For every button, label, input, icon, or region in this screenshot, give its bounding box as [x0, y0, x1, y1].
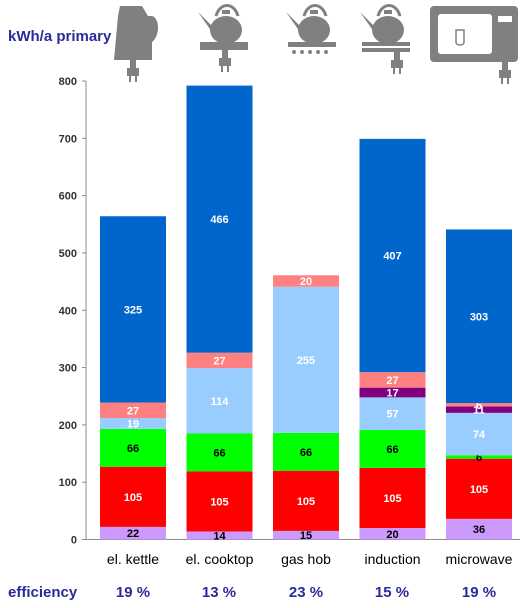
bar-segment	[446, 403, 512, 407]
bar-data-label: 66	[213, 447, 225, 459]
bar-segment	[273, 275, 339, 287]
y-axis-unit-label: kWh/a primary	[8, 28, 112, 45]
bar-data-label: 36	[473, 524, 485, 536]
bar-segment	[100, 216, 166, 403]
microwave-icon	[430, 6, 518, 84]
bar-segment	[100, 428, 166, 467]
bar-data-label: 105	[297, 496, 315, 508]
bar-segment	[359, 528, 426, 540]
y-tick-label: 300	[59, 363, 77, 375]
bar-data-label: 255	[297, 355, 315, 367]
bar-segment	[446, 406, 512, 413]
efficiency-el-kettle: 19 %	[115, 584, 151, 601]
bar-data-label: 17	[386, 387, 398, 399]
x-category-label: gas hob	[281, 551, 331, 567]
bar-segment	[359, 397, 426, 431]
bar-data-label: 105	[470, 484, 488, 496]
bar-segment	[100, 417, 166, 429]
bar-data-label: 114	[211, 396, 230, 408]
y-tick-label: 200	[59, 420, 77, 432]
bar-segment	[446, 412, 512, 456]
y-tick-label: 700	[59, 133, 77, 145]
bar-segment	[186, 85, 253, 353]
bar-segment	[100, 402, 166, 418]
bar-data-label: 66	[300, 447, 312, 459]
bar-segment	[100, 526, 166, 540]
efficiency-microwave: 19 %	[461, 584, 497, 601]
bar-data-label: 74	[473, 429, 486, 441]
bar-data-label: 6	[476, 400, 482, 412]
bar-data-label: 15	[300, 530, 312, 542]
bar-data-label: 20	[386, 529, 398, 541]
efficiency-el-cooktop: 13 %	[201, 584, 237, 601]
bar-segment	[359, 372, 426, 388]
cooktop-kettle-icon	[198, 4, 248, 72]
bar-segment	[359, 138, 426, 373]
bar-data-label: 27	[386, 375, 398, 387]
bar-segment	[186, 368, 253, 434]
bar-segment	[273, 432, 339, 471]
y-tick-label: 100	[59, 477, 77, 489]
kettle-icon	[114, 6, 158, 82]
bar-segment	[273, 470, 339, 531]
bar-segment	[446, 229, 512, 404]
bar-data-label: 11	[473, 405, 485, 417]
bar-data-label: 57	[386, 409, 398, 421]
induction-kettle-icon	[360, 4, 410, 74]
bar-data-label: 105	[124, 492, 142, 504]
bar-data-label: 6	[476, 452, 482, 464]
x-category-label: induction	[364, 551, 420, 567]
bar-segment	[446, 518, 512, 540]
y-tick-label: 800	[59, 76, 77, 88]
bar-data-label: 325	[124, 304, 142, 316]
y-tick-label: 0	[71, 535, 77, 547]
bar-data-label: 66	[386, 444, 398, 456]
bar-segment	[359, 430, 426, 468]
bar-segment	[273, 286, 339, 433]
bar-segment	[186, 352, 253, 369]
bar-segment	[359, 467, 426, 529]
y-tick-label: 600	[59, 191, 77, 203]
bar-segment	[186, 433, 253, 472]
bar-segment	[100, 466, 166, 527]
bar-data-label: 303	[470, 311, 488, 323]
bar-segment	[446, 458, 512, 519]
bar-segment	[446, 455, 512, 459]
bar-data-label: 20	[300, 276, 312, 288]
y-tick-label: 500	[59, 248, 77, 260]
bar-data-label: 105	[210, 496, 228, 508]
bar-data-label: 407	[383, 251, 401, 263]
y-tick-label: 400	[59, 305, 77, 317]
efficiency-induction: 15 %	[374, 584, 410, 601]
bar-data-label: 27	[127, 405, 139, 417]
x-category-label: microwave	[446, 551, 513, 567]
bar-data-label: 19	[127, 418, 139, 430]
bar-segment	[273, 530, 339, 540]
efficiency-gas-hob: 23 %	[288, 584, 324, 601]
bar-data-label: 22	[127, 528, 139, 540]
bar-data-label: 105	[383, 493, 401, 505]
x-category-label: el. kettle	[107, 551, 159, 567]
gas-hob-kettle-icon	[286, 4, 336, 54]
x-category-label: el. cooktop	[186, 551, 254, 567]
bar-data-label: 27	[213, 355, 225, 367]
efficiency-row-label: efficiency	[8, 584, 78, 601]
bar-data-label: 14	[213, 530, 226, 542]
bar-segment	[186, 531, 253, 540]
bar-data-label: 66	[127, 443, 139, 455]
bar-segment	[359, 387, 426, 398]
bar-segment	[186, 471, 253, 532]
bar-data-label: 466	[210, 214, 228, 226]
